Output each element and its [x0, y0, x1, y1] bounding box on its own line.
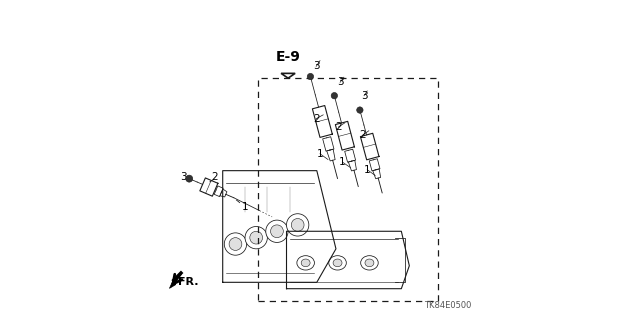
- Text: 3: 3: [361, 91, 367, 101]
- Ellipse shape: [266, 220, 288, 242]
- Circle shape: [307, 73, 314, 80]
- Polygon shape: [170, 281, 176, 288]
- Text: 3: 3: [313, 61, 319, 71]
- Ellipse shape: [291, 219, 304, 231]
- Ellipse shape: [250, 231, 262, 244]
- Ellipse shape: [287, 214, 309, 236]
- Text: 1: 1: [317, 149, 323, 159]
- Text: FR.: FR.: [178, 277, 198, 287]
- Ellipse shape: [229, 238, 242, 250]
- Text: 1: 1: [364, 165, 371, 175]
- Text: E-9: E-9: [276, 50, 301, 64]
- Text: TK84E0500: TK84E0500: [424, 301, 472, 310]
- Ellipse shape: [271, 225, 284, 238]
- Ellipse shape: [224, 233, 246, 255]
- Text: 2: 2: [335, 122, 342, 132]
- Circle shape: [331, 93, 337, 99]
- Text: 2: 2: [313, 114, 319, 124]
- Ellipse shape: [361, 256, 378, 270]
- Ellipse shape: [365, 259, 374, 267]
- Ellipse shape: [301, 259, 310, 267]
- Text: 2: 2: [359, 130, 365, 140]
- Text: 2: 2: [211, 172, 218, 182]
- Text: 3: 3: [337, 77, 344, 87]
- Ellipse shape: [297, 256, 314, 270]
- Text: 1: 1: [242, 202, 248, 212]
- Text: 1: 1: [339, 157, 346, 167]
- Circle shape: [186, 175, 193, 182]
- Bar: [258, 78, 438, 301]
- Ellipse shape: [329, 256, 346, 270]
- Ellipse shape: [245, 226, 268, 249]
- Text: 3: 3: [180, 172, 187, 182]
- Ellipse shape: [333, 259, 342, 267]
- Circle shape: [356, 107, 363, 113]
